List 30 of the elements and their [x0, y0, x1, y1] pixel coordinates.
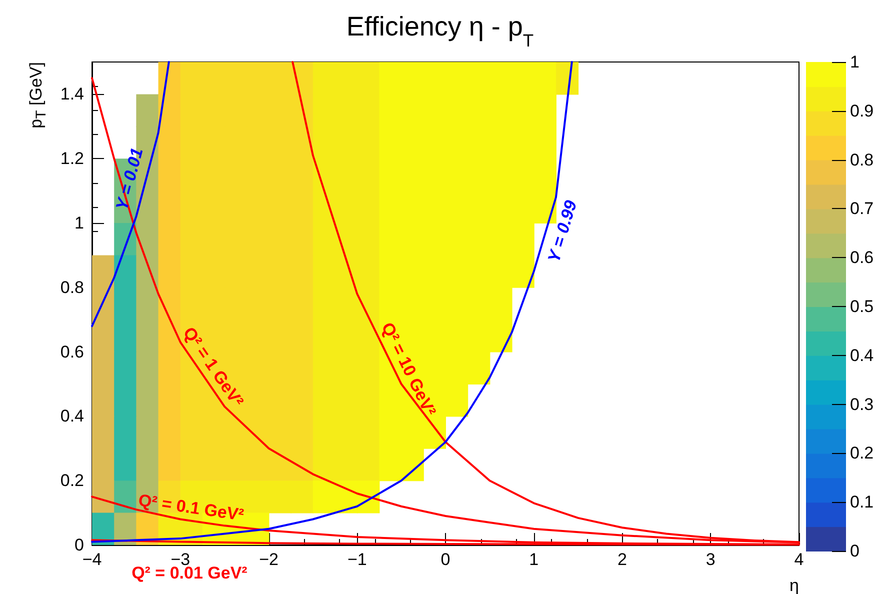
- color-bar-label: 0.6: [850, 248, 874, 268]
- color-bar-label: 0.2: [850, 444, 874, 463]
- text: Y = 0.01: [112, 146, 147, 212]
- color-bar-label: 0.8: [850, 150, 874, 170]
- color-bar-label: 0.4: [850, 346, 874, 365]
- color-bar-label: 0.1: [850, 492, 874, 512]
- y-tick-label: 1.2: [60, 149, 84, 168]
- color-bar-label: 0.5: [850, 297, 874, 316]
- color-bar-label: 1: [850, 52, 860, 72]
- y-tick-label: 0.4: [60, 406, 84, 426]
- y-tick-label: 0.6: [60, 342, 84, 362]
- y-tick-label: 0.2: [60, 471, 84, 490]
- y-tick-label: 0: [74, 536, 84, 554]
- x-tick-label: 2: [618, 550, 627, 569]
- x-tick-label: 4: [794, 550, 804, 569]
- y-tick-label: 1.4: [60, 84, 84, 104]
- text: Q² = 0.1 GeV²: [137, 490, 246, 525]
- y-tick-label: 0.8: [60, 278, 84, 297]
- text: Y = 0.99: [544, 198, 581, 265]
- x-tick-label: 1: [529, 550, 539, 569]
- x-tick-label: −2: [259, 550, 278, 569]
- x-tick-label: 3: [706, 550, 716, 569]
- color-bar-label: 0.7: [850, 199, 874, 218]
- x-tick-label: −4: [82, 550, 102, 569]
- text: Q² = 10 GeV²: [378, 319, 440, 420]
- y-tick-label: 1: [74, 214, 84, 232]
- x-tick-label: 0: [440, 550, 450, 569]
- x-tick-label: −1: [347, 550, 367, 569]
- color-bar-label: 0.3: [850, 394, 874, 414]
- color-bar-label: 0.9: [850, 101, 874, 120]
